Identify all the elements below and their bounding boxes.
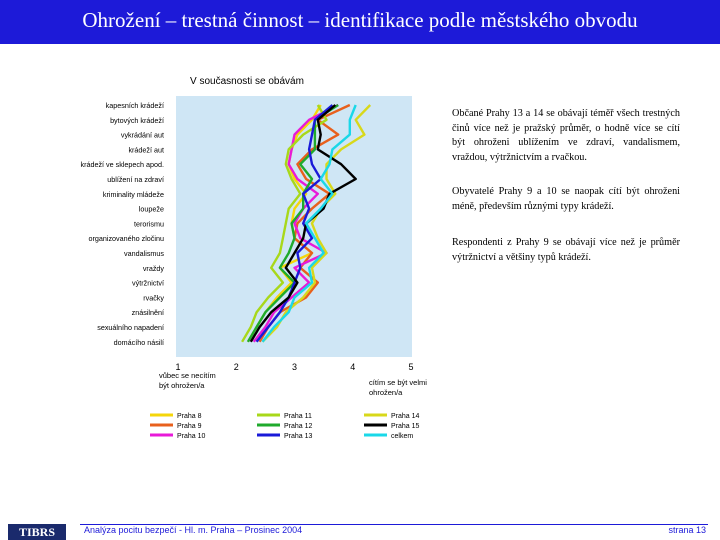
footer-line [80, 524, 708, 525]
x-max-label: cítím se být velmi ohrožen/a [369, 378, 427, 397]
category-label: loupeže [139, 205, 164, 214]
x-tick-label: 5 [408, 362, 413, 372]
category-label: krádeží ve sklepech apod. [80, 160, 164, 169]
x-tick-label: 1 [175, 362, 180, 372]
legend-label: Praha 8 [177, 413, 202, 420]
legend-label: celkem [391, 433, 413, 440]
series-line [261, 104, 372, 343]
legend: Praha 8 Praha 9 Praha 10 Praha 11 Praha 12 Pr… [150, 413, 420, 440]
category-label: vandalismus [124, 249, 164, 258]
x-axis-ticks: 1 2 3 4 5 [175, 362, 413, 372]
x-tick-label: 4 [350, 362, 355, 372]
category-label: znásilnění [132, 308, 164, 317]
title-bar [0, 0, 720, 44]
category-label: terorismu [134, 219, 164, 228]
category-labels: kapesních krádeží bytových krádeží vykrádá… [80, 101, 164, 347]
category-label: vykrádání aut [121, 131, 164, 140]
legend-label: Praha 14 [391, 413, 420, 420]
brand-logo: TIBRS [8, 524, 66, 540]
category-label: ublížení na zdraví [107, 175, 164, 184]
series-line [255, 104, 334, 343]
x-tick-label: 3 [292, 362, 297, 372]
category-label: vraždy [143, 264, 165, 273]
category-label: bytových krádeží [110, 116, 164, 125]
series-lines [241, 103, 372, 343]
category-label: sexuálního napadení [97, 323, 164, 332]
x-min-label: vůbec se necítím být ohrožen/a [159, 371, 216, 390]
legend-label: Praha 13 [284, 433, 313, 440]
x-tick-label: 2 [234, 362, 239, 372]
category-label: rvačky [143, 293, 164, 302]
series-line [261, 104, 357, 343]
chart-title: V současnosti se obávám [190, 76, 304, 87]
legend-label: Praha 9 [177, 423, 202, 430]
category-label: kriminality mládeže [103, 190, 164, 199]
category-label: domácího násilí [114, 338, 164, 347]
series-line [241, 104, 328, 343]
series-line [246, 103, 339, 343]
legend-label: Praha 11 [284, 413, 312, 420]
page-number: strana 13 [668, 525, 706, 535]
paragraph-2: Obyvatelé Prahy 9 a 10 se naopak cítí bý… [452, 186, 680, 212]
chart: V současnosti se obávám kapesních krádež… [80, 76, 427, 440]
legend-label: Praha 10 [177, 433, 206, 440]
legend-label: Praha 12 [284, 423, 313, 430]
category-label: výtržnictví [132, 279, 164, 288]
paragraph-1: Občané Prahy 13 a 14 se obávají téměř vš… [452, 108, 680, 163]
footer-text: Analýza pocitu bezpečí - Hl. m. Praha – … [84, 525, 303, 535]
legend-label: Praha 15 [391, 423, 420, 430]
category-label: organizovaného zločinu [88, 234, 164, 243]
page-title: Ohrožení – trestná činnost – identifikac… [82, 8, 638, 32]
paragraph-3: Respondenti z Prahy 9 se obávají více ne… [452, 237, 680, 263]
category-label: kapesních krádeží [106, 101, 164, 110]
category-label: krádeží aut [128, 145, 164, 154]
